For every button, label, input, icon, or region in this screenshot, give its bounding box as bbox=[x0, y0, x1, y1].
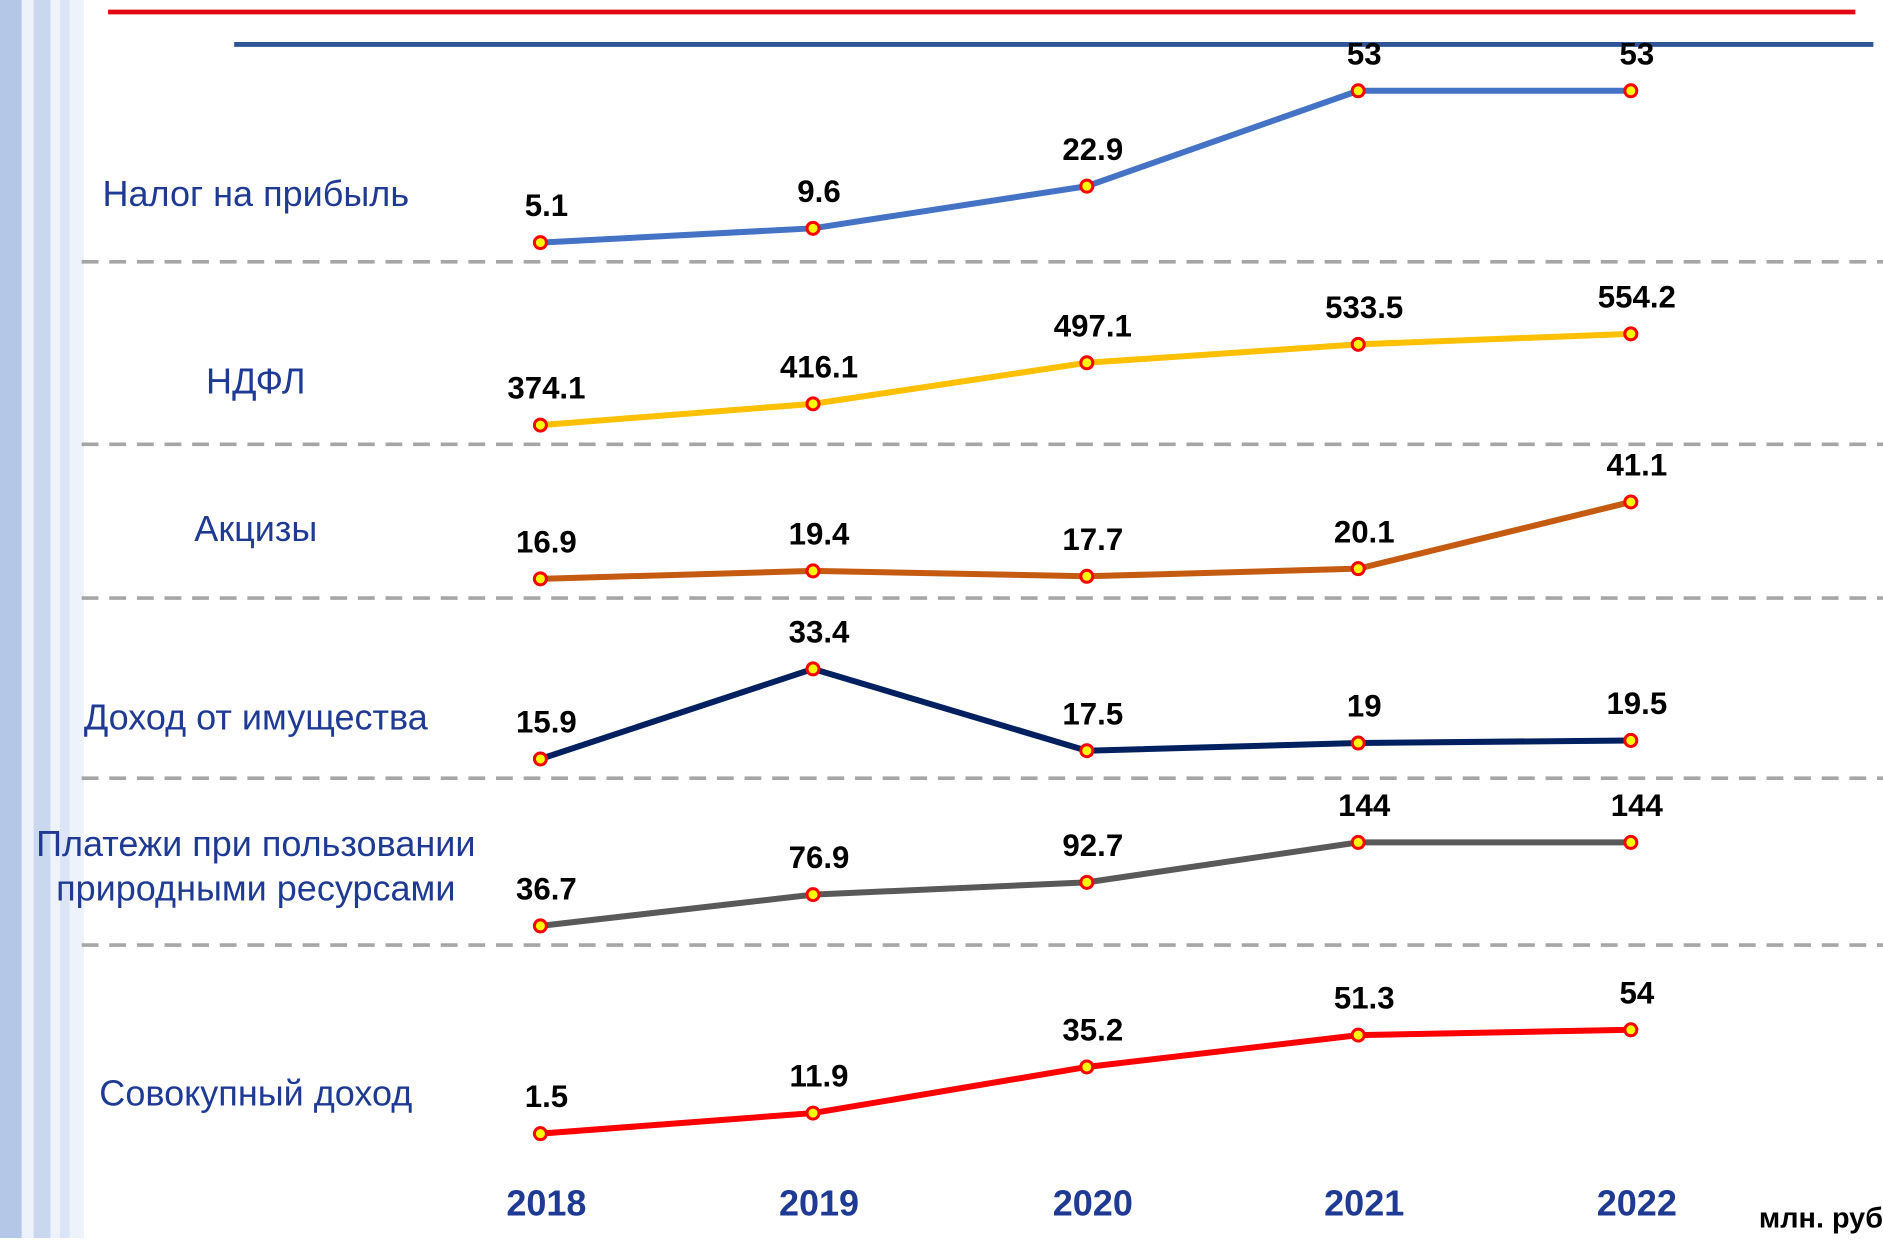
data-label: 19.5 bbox=[1606, 686, 1667, 721]
x-tick-label: 2019 bbox=[779, 1182, 859, 1223]
point-marker bbox=[1350, 834, 1366, 850]
point-marker bbox=[1350, 336, 1366, 352]
data-label: 416.1 bbox=[780, 349, 858, 384]
data-label: 497.1 bbox=[1054, 308, 1132, 343]
point-marker bbox=[532, 417, 548, 433]
point-marker bbox=[805, 220, 821, 236]
point-marker bbox=[532, 1126, 548, 1142]
point-marker bbox=[532, 751, 548, 767]
point-marker bbox=[532, 235, 548, 251]
point-marker bbox=[1623, 834, 1639, 850]
data-label: 17.5 bbox=[1062, 696, 1123, 731]
data-label: 11.9 bbox=[789, 1059, 848, 1094]
data-label: 36.7 bbox=[516, 871, 577, 906]
point-marker bbox=[805, 661, 821, 677]
row-label: Налог на прибыль bbox=[102, 174, 410, 215]
point-marker bbox=[532, 918, 548, 934]
data-label: 19 bbox=[1347, 689, 1382, 724]
data-label: 16.9 bbox=[516, 524, 577, 559]
row-label: Доход от имущества bbox=[83, 698, 428, 738]
point-marker bbox=[1079, 1059, 1095, 1075]
data-label: 17.7 bbox=[1062, 522, 1123, 557]
point-marker bbox=[1623, 732, 1639, 748]
x-tick-label: 2021 bbox=[1324, 1182, 1404, 1223]
point-marker bbox=[1079, 874, 1095, 890]
data-label: 144 bbox=[1338, 788, 1391, 823]
data-label: 144 bbox=[1611, 788, 1664, 823]
point-marker bbox=[805, 887, 821, 903]
point-marker bbox=[1623, 494, 1639, 510]
x-tick-label: 2018 bbox=[506, 1182, 586, 1223]
point-marker bbox=[1350, 735, 1366, 751]
point-marker bbox=[1623, 83, 1639, 99]
side-stripe bbox=[60, 0, 70, 1239]
point-marker bbox=[1079, 355, 1095, 371]
data-label: 41.1 bbox=[1606, 448, 1667, 483]
data-label: 22.9 bbox=[1062, 132, 1123, 167]
data-label: 54 bbox=[1619, 975, 1654, 1010]
row-label: Платежи при пользовании природными ресур… bbox=[36, 825, 476, 910]
row-label: Совокупный доход bbox=[99, 1074, 413, 1114]
point-marker bbox=[1350, 561, 1366, 577]
row-label: НДФЛ bbox=[206, 362, 306, 402]
data-label: 20.1 bbox=[1334, 514, 1395, 549]
data-label: 53 bbox=[1619, 36, 1654, 71]
data-label: 92.7 bbox=[1062, 828, 1123, 863]
point-marker bbox=[1079, 743, 1095, 759]
point-marker bbox=[805, 563, 821, 579]
point-marker bbox=[805, 396, 821, 412]
data-label: 554.2 bbox=[1598, 279, 1676, 314]
point-marker bbox=[1623, 326, 1639, 342]
point-marker bbox=[805, 1105, 821, 1121]
series-line bbox=[540, 330, 1631, 429]
data-label: 33.4 bbox=[789, 614, 850, 649]
side-stripe bbox=[0, 0, 22, 1239]
data-label: 5.1 bbox=[525, 188, 568, 223]
point-marker bbox=[1079, 178, 1095, 194]
unit-label: млн. руб bbox=[1759, 1202, 1883, 1234]
row-label: Акцизы bbox=[194, 509, 318, 550]
data-label: 374.1 bbox=[507, 371, 585, 406]
data-label: 533.5 bbox=[1325, 290, 1403, 325]
data-label: 76.9 bbox=[789, 840, 850, 875]
data-label: 51.3 bbox=[1334, 981, 1395, 1016]
data-label: 1.5 bbox=[525, 1079, 568, 1114]
point-marker bbox=[1623, 1022, 1639, 1038]
data-label: 19.4 bbox=[789, 516, 850, 551]
x-tick-label: 2022 bbox=[1597, 1182, 1677, 1223]
side-stripe bbox=[33, 0, 51, 1239]
data-label: 53 bbox=[1347, 36, 1382, 71]
data-label: 35.2 bbox=[1062, 1013, 1123, 1048]
point-marker bbox=[1350, 1027, 1366, 1043]
point-marker bbox=[1079, 568, 1095, 584]
x-tick-label: 2020 bbox=[1053, 1182, 1133, 1223]
data-label: 9.6 bbox=[797, 174, 840, 209]
point-marker bbox=[532, 571, 548, 587]
data-label: 15.9 bbox=[516, 705, 577, 740]
point-marker bbox=[1350, 83, 1366, 99]
